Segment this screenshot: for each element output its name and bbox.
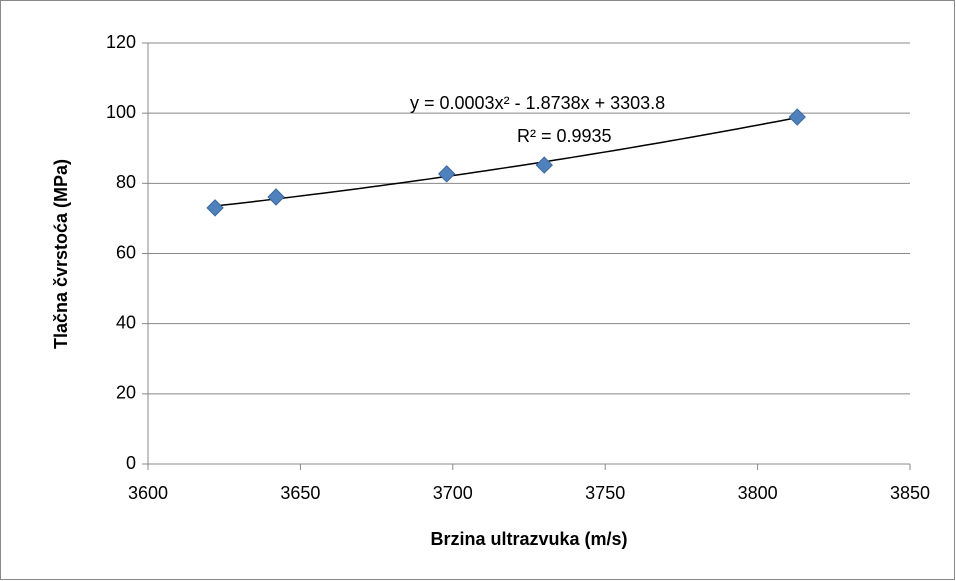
x-tick-label: 3850 (890, 483, 930, 503)
x-tick-label: 3700 (433, 483, 473, 503)
y-tick-label: 40 (116, 312, 136, 332)
marker (437, 165, 456, 183)
x-tick-label: 3600 (128, 483, 168, 503)
y-tick-label: 80 (116, 172, 136, 192)
marker (788, 108, 806, 126)
x-axis-title: Brzina ultrazvuka (m/s) (430, 529, 627, 549)
x-tick-label: 3800 (738, 483, 778, 503)
y-axis-title: Tlačna čvrstoća (MPa) (51, 159, 71, 349)
x-tick-label: 3650 (280, 483, 320, 503)
y-tick-label: 0 (126, 453, 136, 473)
x-tick-label: 3750 (585, 483, 625, 503)
marker (206, 199, 224, 217)
trendline (214, 116, 798, 207)
marker (535, 156, 553, 174)
y-tick-label: 20 (116, 383, 136, 403)
trendline-r-squared: R² = 0.9935 (517, 126, 612, 146)
trendline-equation: y = 0.0003x² - 1.8738x + 3303.8 (410, 93, 665, 113)
y-tick-label: 120 (106, 32, 136, 52)
y-tick-label: 60 (116, 242, 136, 262)
marker (267, 188, 285, 206)
y-tick-label: 100 (106, 102, 136, 122)
